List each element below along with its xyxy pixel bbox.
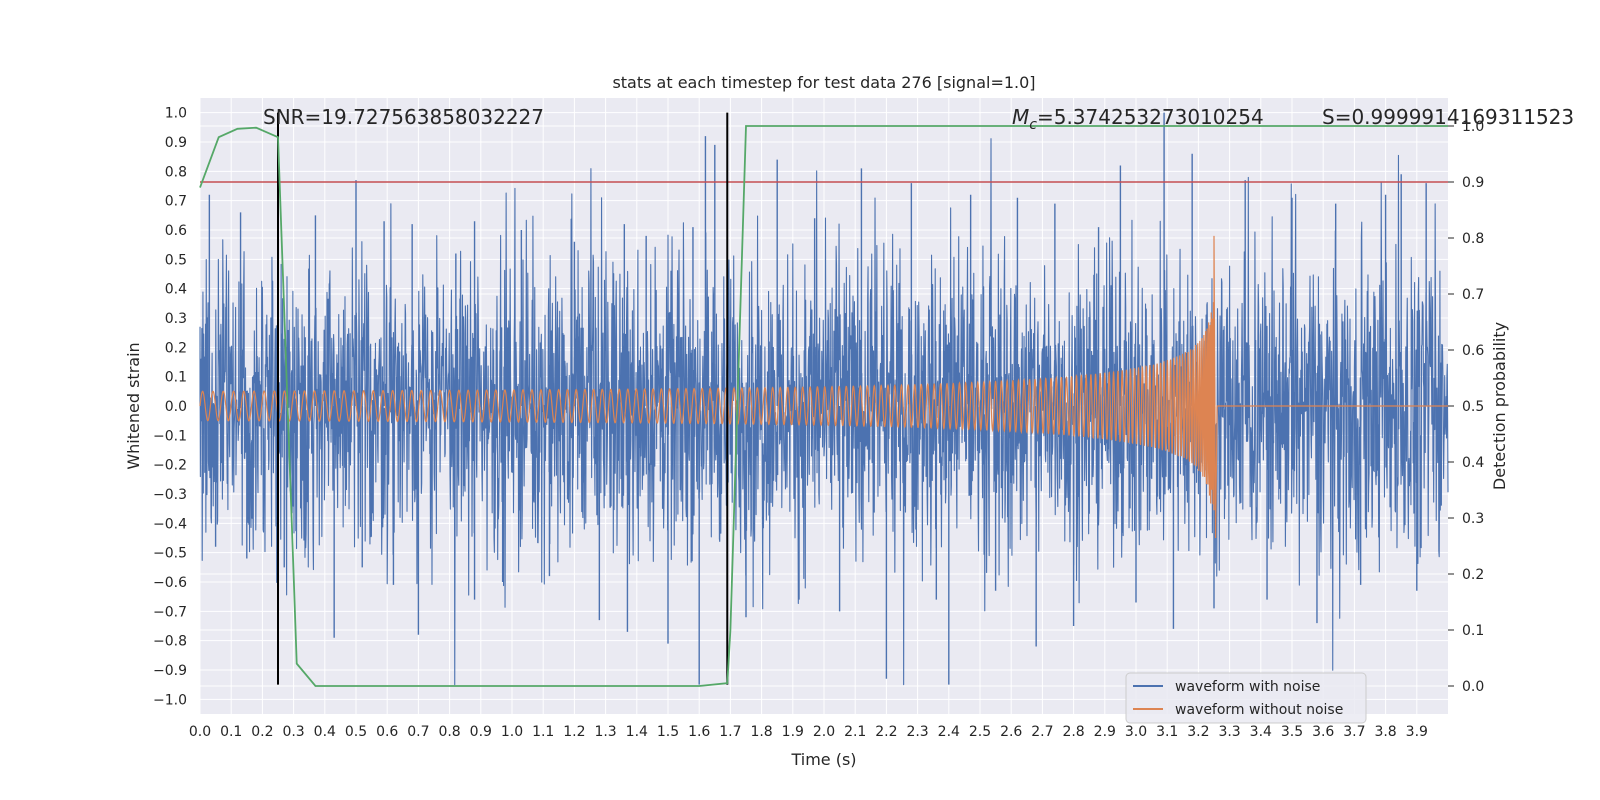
x-tick-label: 1.0: [501, 724, 523, 740]
x-tick-label: 2.5: [969, 724, 991, 740]
y2-tick-label: 0.6: [1462, 343, 1484, 359]
y-tick-label: 1.0: [165, 106, 187, 122]
x-tick-label: 2.8: [1062, 724, 1084, 740]
y-tick-label: −0.8: [153, 634, 187, 650]
chart-title: stats at each timestep for test data 276…: [612, 73, 1035, 92]
x-tick-label: 1.4: [626, 724, 648, 740]
y-tick-label: 0.1: [165, 370, 187, 386]
x-tick-label: 0.3: [282, 724, 304, 740]
x-tick-label: 2.3: [906, 724, 928, 740]
y2-axis-label: Detection probability: [1490, 322, 1509, 490]
legend-label-clean: waveform without noise: [1175, 702, 1343, 718]
y-tick-label: −0.1: [153, 428, 187, 444]
x-tick-label: 2.2: [875, 724, 897, 740]
ticks: 0.0 0.1 0.2 0.3 0.4 0.5 0.6 0.7 0.8 0.9 1.0 1.1 1.2 1…: [153, 106, 1484, 740]
y-tick-label: −0.3: [153, 487, 187, 503]
y2-tick-label: 0.1: [1462, 623, 1484, 639]
x-tick-label: 0.5: [345, 724, 367, 740]
y-tick-label: −1.0: [153, 692, 187, 708]
y-tick-label: 0.8: [165, 164, 187, 180]
series-waveform-without-noise: [199, 235, 1448, 539]
x-tick-label: 1.6: [688, 724, 710, 740]
s-annotation: S=0.9999914169311523: [1322, 105, 1574, 129]
y-tick-label: 0.0: [165, 399, 187, 415]
y-tick-label: 0.9: [165, 135, 187, 151]
y2-tick-label: 0.0: [1462, 679, 1484, 695]
x-tick-label: 3.1: [1156, 724, 1178, 740]
y-tick-label: −0.2: [153, 458, 187, 474]
series-layer: [199, 112, 1449, 686]
x-tick-label: 3.8: [1374, 724, 1396, 740]
x-tick-label: 1.8: [750, 724, 772, 740]
x-tick-label: 2.0: [813, 724, 835, 740]
y-tick-label: 0.5: [165, 252, 187, 268]
snr-annotation: SNR=19.727563858032227: [263, 105, 544, 129]
y-tick-label: 0.4: [165, 282, 187, 298]
x-tick-label: 0.4: [314, 724, 336, 740]
x-tick-label: 1.2: [563, 724, 585, 740]
x-tick-label: 2.6: [1000, 724, 1022, 740]
y2-tick-label: 0.2: [1462, 567, 1484, 583]
y2-tick-label: 0.4: [1462, 455, 1484, 471]
x-tick-label: 2.7: [1031, 724, 1053, 740]
x-tick-label: 2.1: [844, 724, 866, 740]
y2-tick-label: 0.8: [1462, 231, 1484, 247]
x-tick-label: 3.5: [1281, 724, 1303, 740]
x-tick-label: 3.4: [1250, 724, 1272, 740]
series-detection-probability: [199, 125, 1448, 687]
x-tick-label: 0.6: [376, 724, 398, 740]
y2-tick-label: 0.9: [1462, 175, 1484, 191]
overlay-layer: [199, 112, 1448, 687]
y-axis-label: Whitened strain: [124, 342, 143, 469]
x-tick-label: 1.9: [782, 724, 804, 740]
x-tick-label: 2.4: [938, 724, 960, 740]
x-tick-label: 0.7: [407, 724, 429, 740]
y2-tick-label: 0.5: [1462, 399, 1484, 415]
x-axis-label: Time (s): [790, 750, 856, 769]
x-tick-label: 3.3: [1218, 724, 1240, 740]
x-tick-label: 3.6: [1312, 724, 1334, 740]
y-tick-label: −0.4: [153, 516, 187, 532]
legend-label-noise: waveform with noise: [1175, 679, 1320, 695]
x-tick-label: 3.9: [1406, 724, 1428, 740]
y2-tick-label: 1.0: [1462, 119, 1484, 135]
y-tick-label: 0.3: [165, 311, 187, 327]
x-tick-label: 1.1: [532, 724, 554, 740]
x-tick-label: 2.9: [1094, 724, 1116, 740]
y-tick-label: −0.6: [153, 575, 187, 591]
x-tick-label: 0.2: [251, 724, 273, 740]
x-tick-label: 1.7: [719, 724, 741, 740]
x-tick-label: 1.3: [594, 724, 616, 740]
chirp-mass-value: =5.374253273010254: [1037, 105, 1264, 129]
y-tick-label: 0.7: [165, 194, 187, 210]
x-tick-label: 3.0: [1125, 724, 1147, 740]
y-tick-label: −0.9: [153, 663, 187, 679]
legend: waveform with noise waveform without noi…: [1125, 672, 1367, 724]
y-tick-label: −0.7: [153, 604, 187, 620]
x-tick-label: 0.8: [438, 724, 460, 740]
y2-tick-label: 0.7: [1462, 287, 1484, 303]
chirp-mass-symbol: M: [1012, 105, 1029, 129]
x-tick-label: 3.7: [1343, 724, 1365, 740]
legend-box: [1125, 672, 1367, 724]
x-tick-label: 3.2: [1187, 724, 1209, 740]
y-tick-label: 0.2: [165, 340, 187, 356]
chirp-mass-annotation: Mc=5.374253273010254: [1012, 105, 1264, 133]
y-tick-label: 0.6: [165, 223, 187, 239]
x-tick-label: 1.5: [657, 724, 679, 740]
x-tick-label: 0.1: [220, 724, 242, 740]
chirp-mass-subscript: c: [1029, 117, 1037, 133]
x-tick-label: 0.9: [470, 724, 492, 740]
y2-tick-label: 0.3: [1462, 511, 1484, 527]
y-tick-label: −0.5: [153, 546, 187, 562]
x-tick-label: 0.0: [189, 724, 211, 740]
